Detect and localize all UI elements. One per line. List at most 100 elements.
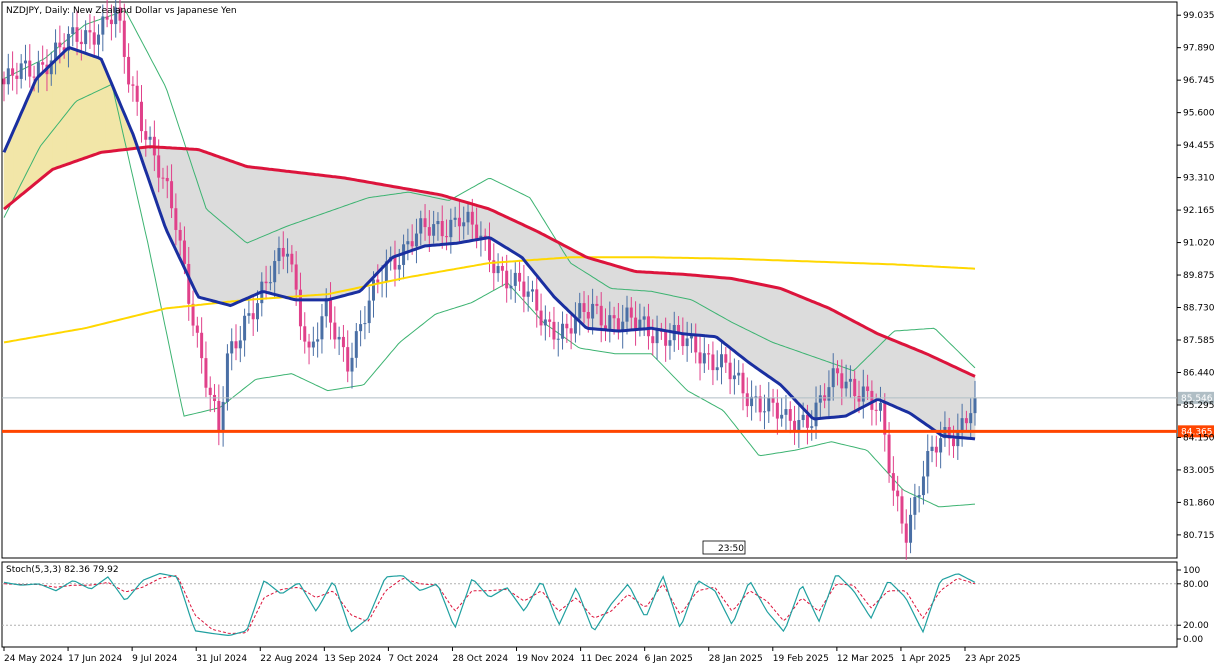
candle[interactable] [208,376,212,412]
candle[interactable] [346,330,350,383]
candle[interactable] [23,44,27,81]
candle[interactable] [49,51,53,86]
candle[interactable] [848,365,852,398]
candle[interactable] [268,265,272,291]
candle[interactable] [878,386,882,422]
candle[interactable] [127,43,131,93]
candle[interactable] [861,369,865,419]
candle[interactable] [552,306,556,350]
candle[interactable] [6,53,10,95]
candle[interactable] [432,210,436,244]
candle[interactable] [341,324,345,362]
candle[interactable] [561,311,565,350]
candle[interactable] [720,339,724,385]
candle[interactable] [144,119,148,157]
candle[interactable] [664,317,668,362]
candle[interactable] [505,254,509,303]
candle[interactable] [969,398,973,440]
candle[interactable] [466,202,470,235]
candle[interactable] [221,386,225,447]
candle[interactable] [161,167,165,189]
candle[interactable] [217,384,221,446]
candle[interactable] [629,297,633,331]
candle[interactable] [689,323,693,353]
candle[interactable] [578,292,582,336]
candle[interactable] [174,193,178,246]
candle[interactable] [930,435,934,463]
candle[interactable] [243,308,247,357]
candle[interactable] [904,509,908,560]
candle[interactable] [518,261,522,291]
candle[interactable] [97,24,101,58]
candle[interactable] [337,326,341,356]
candle[interactable] [595,295,599,315]
candle[interactable] [539,293,543,336]
candle[interactable] [187,246,191,321]
candle[interactable] [793,405,797,445]
candle[interactable] [681,317,685,355]
candle[interactable] [530,280,534,302]
candle[interactable] [582,291,586,324]
candle[interactable] [367,286,371,334]
candle[interactable] [449,208,453,254]
candle[interactable] [625,295,629,335]
candle[interactable] [621,304,625,349]
candle[interactable] [462,206,466,240]
candle[interactable] [655,315,659,360]
candle[interactable] [694,323,698,364]
candles[interactable] [2,0,977,560]
candle[interactable] [913,483,917,530]
candle[interactable] [616,303,620,340]
candle[interactable] [513,262,517,303]
candle[interactable] [204,341,208,398]
candle[interactable] [114,0,118,38]
candle[interactable] [79,29,83,61]
candle[interactable] [88,14,92,49]
candle[interactable] [724,346,728,373]
candle[interactable] [101,4,105,52]
candle[interactable] [453,206,457,228]
candle[interactable] [728,348,732,395]
candle[interactable] [247,298,251,324]
candle[interactable] [354,323,358,368]
candle[interactable] [917,486,921,513]
candle[interactable] [15,62,19,95]
candle[interactable] [286,238,290,274]
candle[interactable] [483,228,487,251]
candle[interactable] [492,243,496,290]
candle[interactable] [165,165,169,199]
candle[interactable] [234,324,238,361]
candle[interactable] [135,70,139,116]
candle[interactable] [818,385,822,420]
candle[interactable] [548,311,552,338]
candle[interactable] [2,71,6,102]
candle[interactable] [290,245,294,273]
candle[interactable] [122,3,126,74]
candle[interactable] [921,460,925,505]
candle[interactable] [526,276,530,312]
candle[interactable] [329,282,333,340]
candle[interactable] [973,380,977,426]
candle[interactable] [11,51,15,91]
candle[interactable] [414,218,418,264]
candle[interactable] [225,344,229,411]
candle[interactable] [741,363,745,411]
candle[interactable] [522,264,526,313]
candle[interactable] [745,377,749,418]
candle[interactable] [535,275,539,328]
candle[interactable] [810,410,814,441]
candle[interactable] [28,44,32,88]
candle[interactable] [702,337,706,373]
candle[interactable] [836,360,840,386]
candle[interactable] [419,210,423,246]
candle[interactable] [75,10,79,56]
candle[interactable] [853,370,857,411]
candle[interactable] [668,323,672,360]
candle[interactable] [642,306,646,337]
candle[interactable] [333,306,337,349]
candle[interactable] [638,303,642,337]
candle[interactable] [758,384,762,422]
candle[interactable] [891,456,895,506]
candle[interactable] [436,212,440,241]
